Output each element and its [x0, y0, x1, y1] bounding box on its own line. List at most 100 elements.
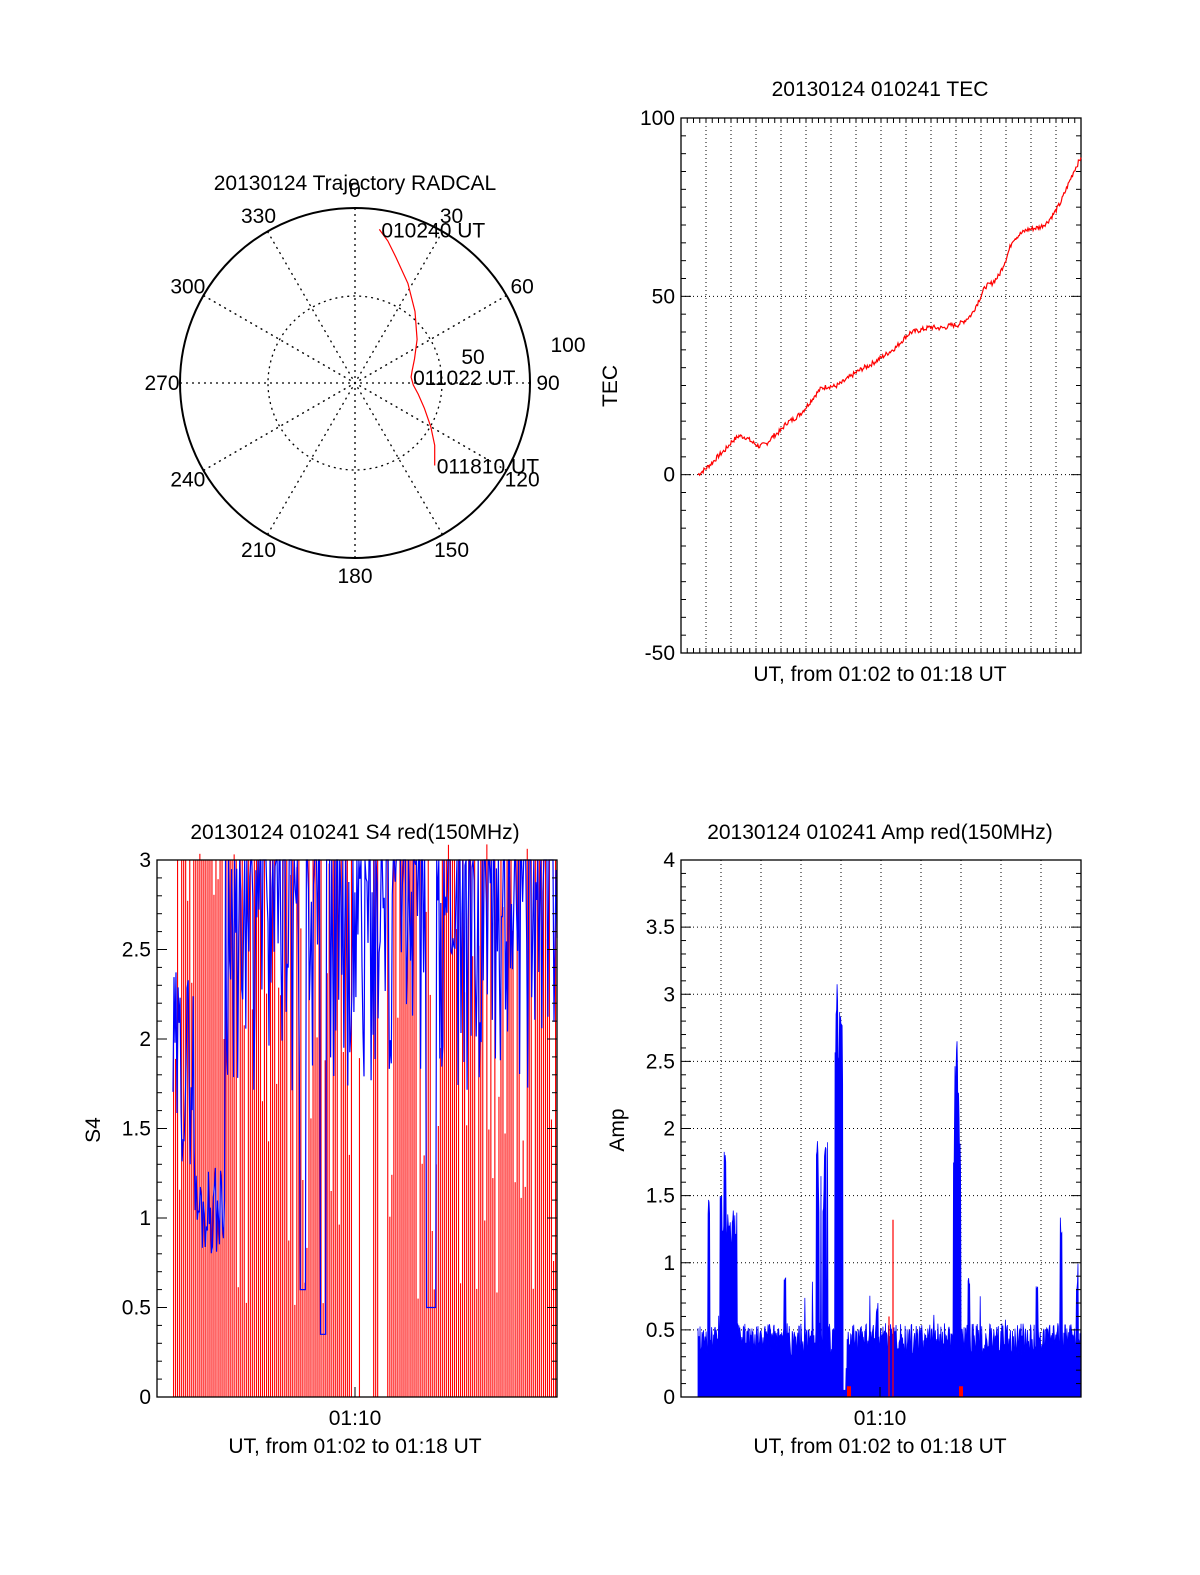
tec-ytick-label: 100	[640, 107, 675, 130]
s4-red-bar	[393, 860, 395, 1397]
s4-red-bar	[403, 860, 405, 1397]
s4-red-bar	[338, 1224, 340, 1397]
s4-red-bar	[330, 1191, 332, 1397]
s4-red-bar	[175, 1058, 177, 1397]
polar-azimuth-label: 210	[241, 539, 276, 562]
s4-red-bar	[334, 860, 336, 1397]
polar-azimuth-label: 90	[536, 372, 559, 395]
s4-red-bar	[401, 860, 403, 1397]
s4-red-bar	[520, 1197, 522, 1397]
amp-panel: 20130124 010241 Amp red(150MHz) 4 3.5 3 2.5…	[606, 821, 1082, 1458]
s4-red-bar	[427, 860, 429, 1397]
amp-bars	[697, 984, 1082, 1398]
tec-title: 20130124 010241 TEC	[772, 78, 989, 101]
s4-red-bar	[312, 860, 314, 1397]
s4-red-bar	[284, 860, 286, 1397]
s4-red-bar	[429, 994, 431, 1397]
s4-red-bar	[468, 860, 470, 1397]
s4-red-bar	[516, 860, 518, 1397]
s4-ytick-labels: 3 2.5 2 1.5 1 0.5 0	[122, 849, 151, 1409]
s4-red-bar	[270, 860, 272, 1397]
s4-red-bar	[231, 860, 233, 1397]
s4-red-bar	[411, 860, 413, 1397]
s4-red-bar	[324, 1060, 326, 1397]
s4-red-bar	[318, 860, 320, 1397]
s4-red-bar	[316, 1037, 318, 1397]
amp-ytick-labels: 4 3.5 3 2.5 2 1.5 1 0.5 0	[646, 849, 676, 1409]
amp-minor-ticks	[681, 859, 1081, 1398]
s4-red-bar	[203, 860, 205, 1397]
s4-red-bar	[514, 1182, 516, 1397]
trajectory-title: 20130124 Trajectory RADCAL	[214, 172, 497, 195]
s4-red-bar	[462, 860, 464, 1397]
amp-ytick-label: 4	[663, 849, 675, 872]
s4-ytick-label: 0	[139, 1386, 151, 1409]
s4-ytick-label: 2	[139, 1028, 151, 1051]
s4-red-bar	[395, 860, 397, 1397]
s4-red-bar	[530, 860, 532, 1397]
s4-red-bar	[550, 1119, 553, 1397]
tec-panel: 20130124 010241 TEC 100 50 0 -50 TEC UT, fr…	[599, 78, 1082, 686]
s4-red-bar	[445, 860, 447, 1397]
s4-red-bar	[306, 1247, 308, 1397]
s4-ytick-label: 0.5	[122, 1297, 151, 1320]
s4-red-bar	[532, 1288, 534, 1397]
s4-red-bar	[506, 860, 508, 1397]
s4-red-bar	[494, 860, 496, 1397]
tec-series-line	[697, 157, 1082, 477]
s4-red-bar	[221, 860, 223, 1397]
s4-red-bar	[415, 860, 417, 1397]
s4-red-bar	[466, 1125, 468, 1397]
s4-red-bar	[276, 1083, 278, 1397]
s4-title: 20130124 010241 S4 red(150MHz)	[190, 821, 519, 844]
s4-red-bar	[294, 1304, 296, 1397]
amp-ytick-label: 0	[663, 1386, 675, 1409]
s4-red-bar	[249, 860, 251, 1397]
amp-ylabel: Amp	[606, 1108, 629, 1151]
s4-red-bar	[458, 860, 460, 1397]
trajectory-panel: 20130124 Trajectory RADCAL 0 30 60 90 120 150…	[144, 172, 585, 588]
polar-azimuth-label: 300	[170, 276, 205, 299]
polar-azimuth-label: 150	[434, 539, 469, 562]
s4-red-bar	[455, 929, 458, 1397]
amp-ytick-label: 1	[663, 1252, 675, 1275]
s4-red-bar	[431, 1231, 433, 1397]
s4-ytick-label: 1	[139, 1207, 151, 1230]
s4-xlabel: UT, from 01:02 to 01:18 UT	[228, 1435, 481, 1458]
s4-red-bar	[488, 1129, 490, 1397]
polar-spokes	[180, 208, 530, 558]
s4-red-bar	[253, 860, 255, 1397]
s4-red-bar	[268, 1141, 270, 1397]
s4-red-bar	[472, 956, 474, 1397]
s4-red-bar	[310, 1118, 312, 1397]
s4-red-bar	[282, 860, 284, 1397]
amp-red-bar	[847, 1386, 851, 1397]
s4-red-bar	[280, 995, 282, 1397]
s4-red-bar	[257, 860, 260, 1397]
polar-azimuth-label: 30	[440, 205, 463, 228]
polar-azimuth-label: 270	[144, 372, 179, 395]
s4-red-bar	[358, 1058, 361, 1397]
s4-red-bar	[336, 860, 338, 1397]
s4-red-bar	[302, 1180, 304, 1397]
s4-red-bar	[375, 860, 377, 1397]
s4-red-bar	[449, 860, 452, 1397]
s4-red-bar	[504, 1133, 506, 1397]
amp-xlabel: UT, from 01:02 to 01:18 UT	[753, 1435, 1006, 1458]
s4-red-bar	[486, 844, 488, 1397]
polar-azimuth-label: 120	[505, 469, 540, 492]
s4-red-bar	[441, 860, 443, 1397]
s4-red-bar	[526, 848, 528, 1397]
s4-red-bar	[296, 867, 298, 1397]
amp-red-bar	[959, 1386, 963, 1397]
s4-red-bar	[247, 860, 249, 1397]
s4-red-bar	[179, 1189, 181, 1397]
tec-ytick-label: 0	[663, 464, 675, 487]
trajectory-time-labels: 010240 UT 011022 UT 011810 UT	[381, 219, 539, 478]
s4-red-bar	[510, 860, 512, 1397]
s4-red-bar	[534, 860, 536, 1397]
s4-ytick-label: 1.5	[122, 1118, 151, 1141]
s4-red-bar	[421, 1163, 423, 1397]
s4-red-bar	[389, 1216, 391, 1397]
